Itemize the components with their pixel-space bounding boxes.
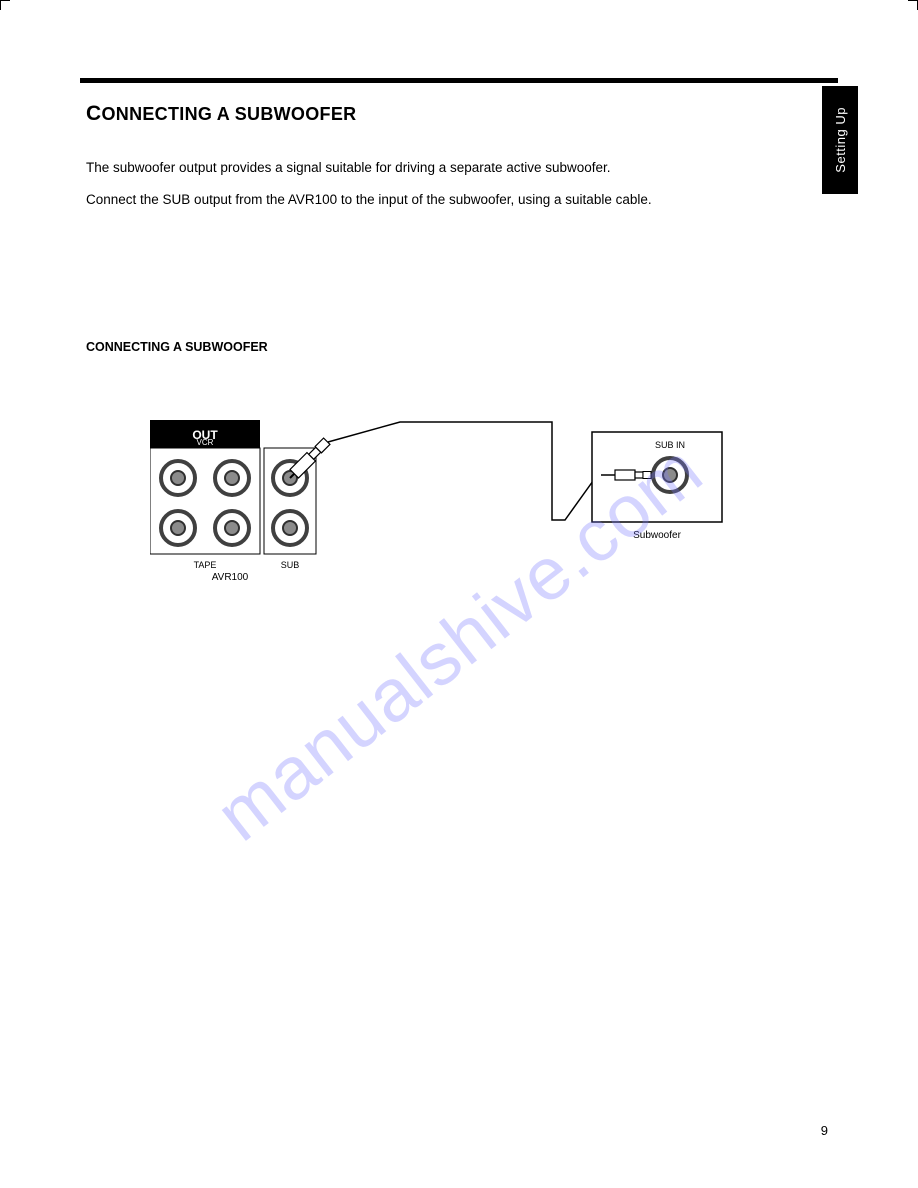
section-label: CONNECTING A SUBWOOFER [86,340,268,354]
top-rule [80,78,838,83]
label-sub: SUB [281,560,300,570]
page-title: CONNECTING A SUBWOOFER [86,102,356,126]
corner-top-left [0,0,10,10]
connection-diagram: OUT L R TAPE [150,400,780,600]
paragraph: Connect the SUB output from the AVR100 t… [86,190,798,210]
label-avr: AVR100 [212,572,249,583]
cable-path [328,422,598,520]
page: Setting Up CONNECTING A SUBWOOFER The su… [0,0,918,1188]
title-sub: SUBWOOFER [229,104,356,124]
title-cap: C [86,102,101,125]
corner-top-right [908,0,918,10]
label-subwoofer: Subwoofer [633,530,681,541]
side-tab-label: Setting Up [833,107,848,173]
label-tape: TAPE [194,560,217,570]
label-vcr: VCR [197,438,214,447]
side-tab: Setting Up [822,86,858,194]
title-rest: ONNECTING A [101,104,229,124]
label-sub-in: SUB IN [655,440,685,450]
paragraph: The subwoofer output provides a signal s… [86,158,798,178]
body-text: The subwoofer output provides a signal s… [86,158,798,223]
page-number: 9 [821,1123,828,1138]
